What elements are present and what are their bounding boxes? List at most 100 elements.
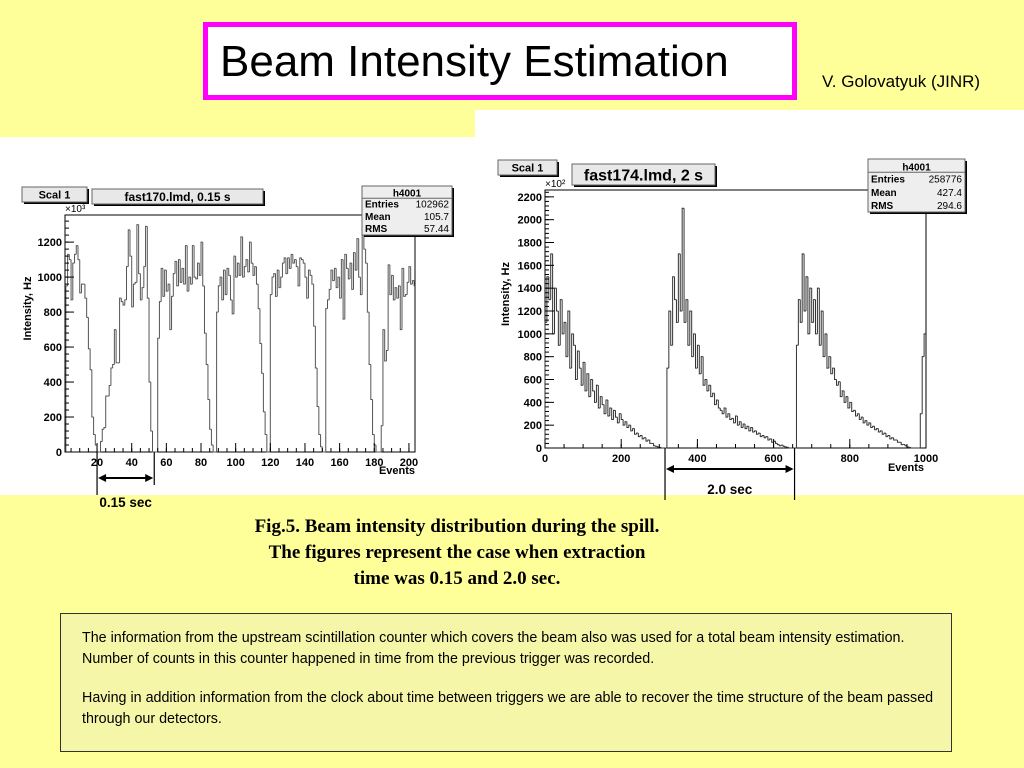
stats-key: Entries [871,175,905,186]
histogram-bin [666,367,669,448]
histogram-bin [653,443,656,447]
histogram-bin [212,445,215,453]
histogram-bin [358,238,361,278]
histogram-bin [259,308,262,345]
histogram-bin [327,299,330,309]
histogram-bin [795,344,799,448]
histogram-bin [224,270,228,296]
histogram-bin [649,440,652,444]
y-tick-label: 2200 [518,192,542,204]
histogram-bin [565,322,568,358]
histogram-bin [561,299,565,335]
x-tick-label: 800 [841,453,859,465]
histogram-bin [74,253,77,264]
histogram-bin [165,270,169,292]
y-multiplier: ×10² [545,179,566,190]
histogram-bin [824,333,827,357]
y-axis-label: Intensity, Hz [500,262,512,326]
histogram-bin [101,428,104,442]
histogram-bin [124,299,127,306]
histogram-bin [126,266,129,300]
histogram-bin [105,395,108,428]
histogram-title-text: fast170.lmd, 0.15 s [124,190,230,204]
histogram-bin [351,263,354,290]
histogram-bin [136,224,139,283]
histogram-bin [597,385,601,409]
y-tick-label: 1000 [38,272,62,284]
histogram-bin [347,268,351,280]
histogram-bin [330,269,333,290]
histogram-bin [580,368,584,386]
histogram-bin [127,229,130,267]
x-tick-label: 40 [126,457,138,469]
histogram-bin [366,263,370,313]
histogram-bin [195,277,198,280]
histogram-bin [595,384,599,403]
histogram-bin [820,310,824,346]
histogram-bin [674,276,677,301]
histogram-bin [318,406,321,436]
histogram-bin [273,273,276,278]
histogram-bin [904,444,907,447]
histogram-bin [328,288,331,300]
histogram-bin [306,277,309,299]
histogram-bin [269,294,273,452]
histogram-bin [413,280,415,287]
histogram-bin [778,444,782,447]
histogram-bin [628,424,631,428]
histogram-bin [805,276,808,312]
stats-key: RMS [871,201,894,212]
histogram-bin [740,421,744,428]
histogram-bin [280,276,283,288]
histogram-bin [283,257,286,264]
x-tick-label: 600 [764,453,782,465]
histogram-bin [113,329,117,365]
paragraph: The information from the upstream scinti… [82,630,905,667]
histogram-bin [839,381,843,398]
histogram-bin [605,399,608,414]
histogram-bin [184,245,188,285]
x-tick-label: 100 [226,457,244,469]
stats-key: Mean [871,188,897,199]
histogram-bin [691,311,694,358]
histogram-bin [363,231,366,250]
y-multiplier: ×10³ [65,204,86,215]
histogram-bin [198,263,202,276]
histogram-bin [299,257,302,286]
histogram-bin [108,385,111,397]
histogram-bin [221,277,224,301]
histogram-bin [235,256,238,278]
histogram-bin [704,379,707,386]
histogram-bin [555,288,559,312]
histogram-bin [828,356,831,369]
histogram-bin [759,433,763,438]
histogram-bin [148,298,151,383]
arrow-head-right [785,465,794,473]
histogram-bin [694,333,698,369]
histogram-bin [835,379,839,386]
histogram-bin [79,259,82,294]
histogram-bin [889,435,892,440]
histogram-bin [818,288,822,346]
histogram-bin [344,253,347,320]
histogram-bin [815,299,818,335]
histogram-bin [837,381,841,386]
histogram-bin [780,444,784,446]
x-tick-label: 180 [365,457,383,469]
histogram-bin [89,348,92,371]
caption-line: The figures represent the case when extr… [268,542,646,563]
histogram-bin [864,420,867,423]
histogram-bin [632,428,635,431]
histogram-bin [614,410,618,418]
y-tick-label: 600 [524,375,542,387]
x-tick-label: 160 [330,457,348,469]
histogram-bin [247,259,250,273]
histogram-bin [786,446,789,448]
stats-value: 258776 [929,175,963,186]
histogram-bin [735,415,738,423]
histogram-bin [700,356,704,374]
histogram-bin [228,268,231,276]
histogram-bin [335,268,338,289]
histogram-bin [112,364,115,369]
